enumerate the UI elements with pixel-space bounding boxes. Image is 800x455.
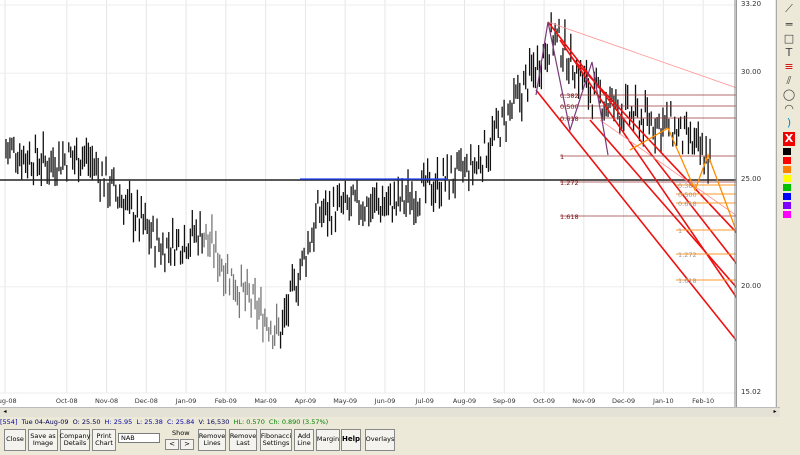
- color-swatch[interactable]: [783, 193, 791, 200]
- y-tick-label: 15.02: [741, 388, 762, 396]
- chart-canvas[interactable]: Aug-08 Oct-08 Nov-08 Dec-08 Jan-09 Feb-09 Mar-…: [0, 0, 736, 407]
- projection-leg: [629, 127, 736, 231]
- remove-last-button[interactable]: Remove Last: [229, 429, 257, 451]
- x-tick-label: Jan-10: [652, 397, 674, 405]
- fib-retracement-label: 1.272: [560, 179, 579, 187]
- thin-channel-line: [599, 119, 736, 216]
- x-tick-label: Feb-09: [215, 397, 237, 405]
- text-icon[interactable]: T: [785, 46, 793, 59]
- status-volume: V: 16,530: [198, 418, 230, 426]
- next-button[interactable]: >: [180, 439, 194, 450]
- x-tick-label: Nov-08: [95, 397, 118, 405]
- color-swatch[interactable]: [783, 166, 791, 173]
- x-tick-label: Jul-09: [414, 397, 433, 405]
- fib-projection-label: 1.618: [678, 277, 697, 285]
- status-bar: [554] Tue 04-Aug-09 O: 25.50 H: 25.95 L:…: [0, 417, 800, 428]
- color-swatch[interactable]: [783, 157, 791, 164]
- y-tick-label: 30.00: [741, 68, 762, 77]
- channel-line: [589, 119, 736, 289]
- curve-icon[interactable]: ): [786, 116, 792, 129]
- margin-button[interactable]: Margin: [316, 429, 340, 451]
- status-date: Tue 04-Aug-09: [21, 418, 69, 426]
- rectangle-icon[interactable]: □: [783, 32, 795, 45]
- button-bar: Close Save as Image Company Details Prin…: [0, 428, 800, 455]
- x-tick-label: Jun-09: [374, 397, 396, 405]
- color-swatch[interactable]: [783, 184, 791, 191]
- x-tick-label: Dec-09: [612, 397, 635, 405]
- save-image-button[interactable]: Save as Image: [28, 429, 58, 451]
- fib-retracement-label: 1.618: [560, 213, 579, 221]
- x-tick-label: Oct-09: [533, 397, 555, 405]
- prev-button[interactable]: <: [165, 439, 179, 450]
- price-chart[interactable]: Aug-08 Oct-08 Nov-08 Dec-08 Jan-09 Feb-09 Mar-…: [0, 0, 736, 407]
- x-tick-label: Nov-09: [572, 397, 595, 405]
- pattern-line: [535, 21, 609, 156]
- color-swatch[interactable]: [783, 175, 791, 182]
- horizontal-line-icon[interactable]: ═: [785, 18, 793, 31]
- fibonacci-icon[interactable]: ≡: [784, 60, 794, 73]
- channel-line: [573, 59, 736, 234]
- fib-retracement-label: 0.618: [560, 115, 579, 123]
- parallel-lines-icon[interactable]: ⫽: [786, 74, 792, 87]
- channel-line: [559, 39, 736, 299]
- status-close: C: 25.84: [166, 418, 195, 426]
- color-swatch[interactable]: [783, 211, 791, 218]
- add-line-button[interactable]: Add Line: [294, 429, 314, 451]
- drawing-toolbar: ⟋ ═ □ T ≡ ⫽ ◯ ◠ ) X: [776, 0, 800, 407]
- color-swatch[interactable]: [783, 202, 791, 209]
- x-tick-label: Sep-09: [493, 397, 516, 405]
- horizontal-scrollbar[interactable]: ◂ ▸: [0, 407, 780, 417]
- x-tick-label: Mar-09: [254, 397, 276, 405]
- overlays-button[interactable]: Overlays: [365, 429, 395, 451]
- fib-retracement-label: 0.500: [560, 103, 579, 111]
- channel-line: [535, 89, 736, 342]
- ellipse-icon[interactable]: ◯: [782, 88, 796, 101]
- fib-projection-label: 0.382: [678, 182, 697, 190]
- arc-icon[interactable]: ◠: [784, 102, 794, 115]
- scroll-left-icon[interactable]: ◂: [3, 408, 7, 415]
- company-details-button[interactable]: Company Details: [60, 429, 90, 451]
- fib-projection-label: 1: [678, 227, 682, 235]
- scroll-right-icon[interactable]: ▸: [773, 408, 777, 415]
- status-id: [554]: [0, 418, 18, 426]
- status-high: H: 25.95: [104, 418, 133, 426]
- fibonacci-settings-button[interactable]: Fibonacci Settings: [260, 429, 292, 451]
- y-axis: 33.20 30.00 25.00 20.00 15.02: [736, 0, 775, 407]
- thin-channel-line: [547, 21, 736, 89]
- close-button[interactable]: Close: [4, 429, 26, 451]
- x-tick-label: Feb-10: [692, 397, 714, 405]
- trend-line-icon[interactable]: ⟋: [785, 2, 793, 15]
- remove-lines-button[interactable]: Remove Lines: [198, 429, 226, 451]
- status-hl: HL: 0.570: [233, 418, 265, 426]
- print-chart-button[interactable]: Print Chart: [92, 429, 116, 451]
- fib-projection-label: 0.500: [678, 191, 697, 199]
- color-swatch[interactable]: [783, 148, 791, 155]
- fib-retracement-label: 0.382: [560, 92, 579, 100]
- status-change: Ch: 0.890 (3.57%): [268, 418, 329, 426]
- fib-projection-label: 1.272: [678, 251, 697, 259]
- x-tick-label: Aug-08: [0, 397, 17, 405]
- show-label: Show: [172, 429, 190, 437]
- delete-icon[interactable]: X: [783, 132, 795, 146]
- status-low: L: 25.38: [136, 418, 163, 426]
- help-button[interactable]: Help: [341, 429, 361, 451]
- x-tick-label: Jan-09: [175, 397, 197, 405]
- x-tick-label: Oct-08: [56, 397, 78, 405]
- status-open: O: 25.50: [72, 418, 101, 426]
- symbol-input[interactable]: [118, 433, 160, 443]
- x-tick-label: May-09: [333, 397, 357, 405]
- x-tick-label: Apr-09: [295, 397, 316, 405]
- x-tick-label: Aug-09: [453, 397, 476, 405]
- y-tick-label: 33.20: [741, 0, 762, 8]
- fib-retracement-label: 1: [560, 153, 564, 161]
- y-tick-label: 20.00: [741, 281, 762, 290]
- x-tick-label: Dec-08: [135, 397, 158, 405]
- y-tick-label: 25.00: [741, 175, 762, 183]
- fib-projection-label: 0.618: [678, 200, 697, 208]
